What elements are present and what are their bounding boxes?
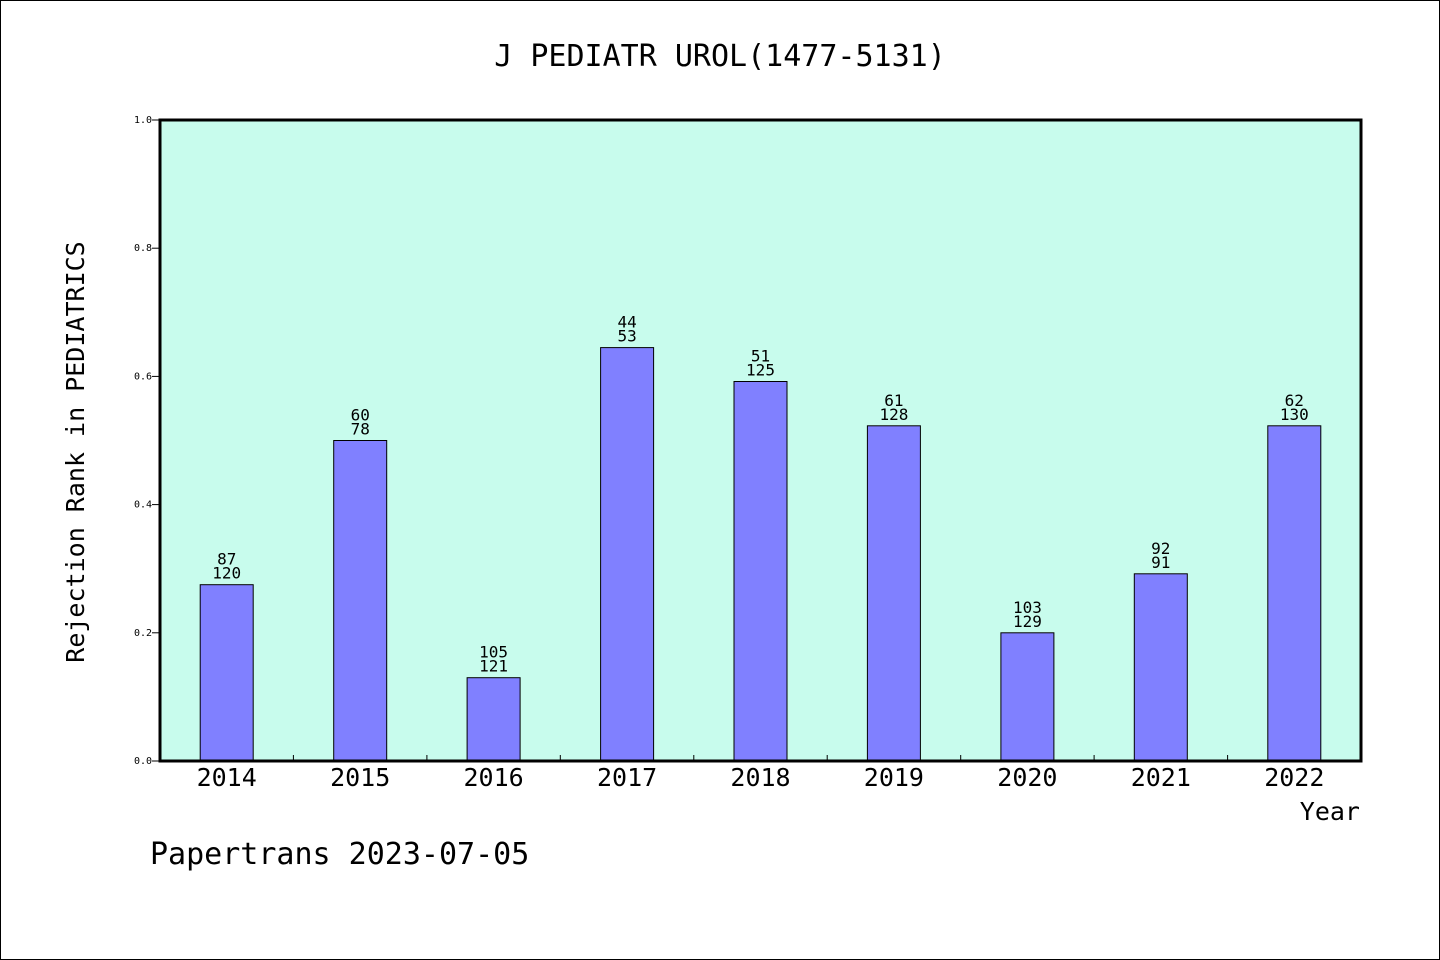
bar-label-bottom-2018: 125 xyxy=(746,361,775,380)
bar-label-top-2015: 60 xyxy=(351,406,370,425)
bar-label-top-2021: 92 xyxy=(1151,539,1170,558)
bar-label-top-2020: 103 xyxy=(1013,598,1042,617)
bar-2021 xyxy=(1133,573,1188,762)
bar-label-bottom-2015: 78 xyxy=(351,420,370,439)
x-tick-label-2022: 2022 xyxy=(1264,763,1324,792)
x-tick-label-2020: 2020 xyxy=(997,763,1057,792)
bar-2015 xyxy=(333,440,388,762)
bar-label-bottom-2017: 53 xyxy=(617,327,636,346)
y-tick-label-1.0: 1.0 xyxy=(134,115,152,126)
bar-label-bottom-2016: 121 xyxy=(479,657,508,676)
x-tick-label-2021: 2021 xyxy=(1131,763,1191,792)
y-tick-label-0.2: 0.2 xyxy=(134,628,152,639)
y-tick-label-0.0: 0.0 xyxy=(134,756,152,767)
bars-layer xyxy=(199,347,1322,762)
y-axis-label: Rejection Rank in PEDIATRICS xyxy=(61,241,90,662)
bar-label-top-2016: 105 xyxy=(479,643,508,662)
plot-border xyxy=(158,118,1363,763)
ticks-layer: 2014 2015 2016 2017 2018 2019 2020 2021 2022 0.0 0… xyxy=(134,115,1324,792)
bar-2022 xyxy=(1267,425,1322,762)
bar-label-bottom-2019: 128 xyxy=(879,405,908,424)
footer-watermark: Papertrans 2023-07-05 xyxy=(150,837,529,872)
y-tick-label-0.4: 0.4 xyxy=(134,500,152,511)
bar-2018 xyxy=(733,381,788,762)
x-tick-label-2015: 2015 xyxy=(330,763,390,792)
bar-2014 xyxy=(199,584,254,762)
bar-2017 xyxy=(600,347,655,762)
bar-label-top-2014: 87 xyxy=(217,550,236,569)
bar-2020 xyxy=(1000,632,1055,762)
x-tick-label-2018: 2018 xyxy=(730,763,790,792)
bar-label-top-2017: 44 xyxy=(617,313,636,332)
x-tick-label-2019: 2019 xyxy=(864,763,924,792)
bar-label-top-2019: 61 xyxy=(884,391,903,410)
x-tick-label-2016: 2016 xyxy=(463,763,523,792)
bar-label-top-2022: 62 xyxy=(1285,391,1304,410)
bar-label-top-2018: 51 xyxy=(751,347,770,366)
x-axis-label: Year xyxy=(1300,797,1360,826)
bar-label-bottom-2022: 130 xyxy=(1280,405,1309,424)
bar-label-bottom-2021: 91 xyxy=(1151,553,1170,572)
x-tick-label-2017: 2017 xyxy=(597,763,657,792)
x-tick-label-2014: 2014 xyxy=(197,763,257,792)
bar-2019 xyxy=(866,425,921,762)
chart-title: J PEDIATR UROL(1477-5131) xyxy=(494,39,946,74)
bar-label-bottom-2020: 129 xyxy=(1013,612,1042,631)
y-tick-label-0.6: 0.6 xyxy=(134,371,152,382)
bar-2016 xyxy=(466,677,521,762)
y-tick-label-0.8: 0.8 xyxy=(134,243,152,254)
bar-label-bottom-2014: 120 xyxy=(212,564,241,583)
